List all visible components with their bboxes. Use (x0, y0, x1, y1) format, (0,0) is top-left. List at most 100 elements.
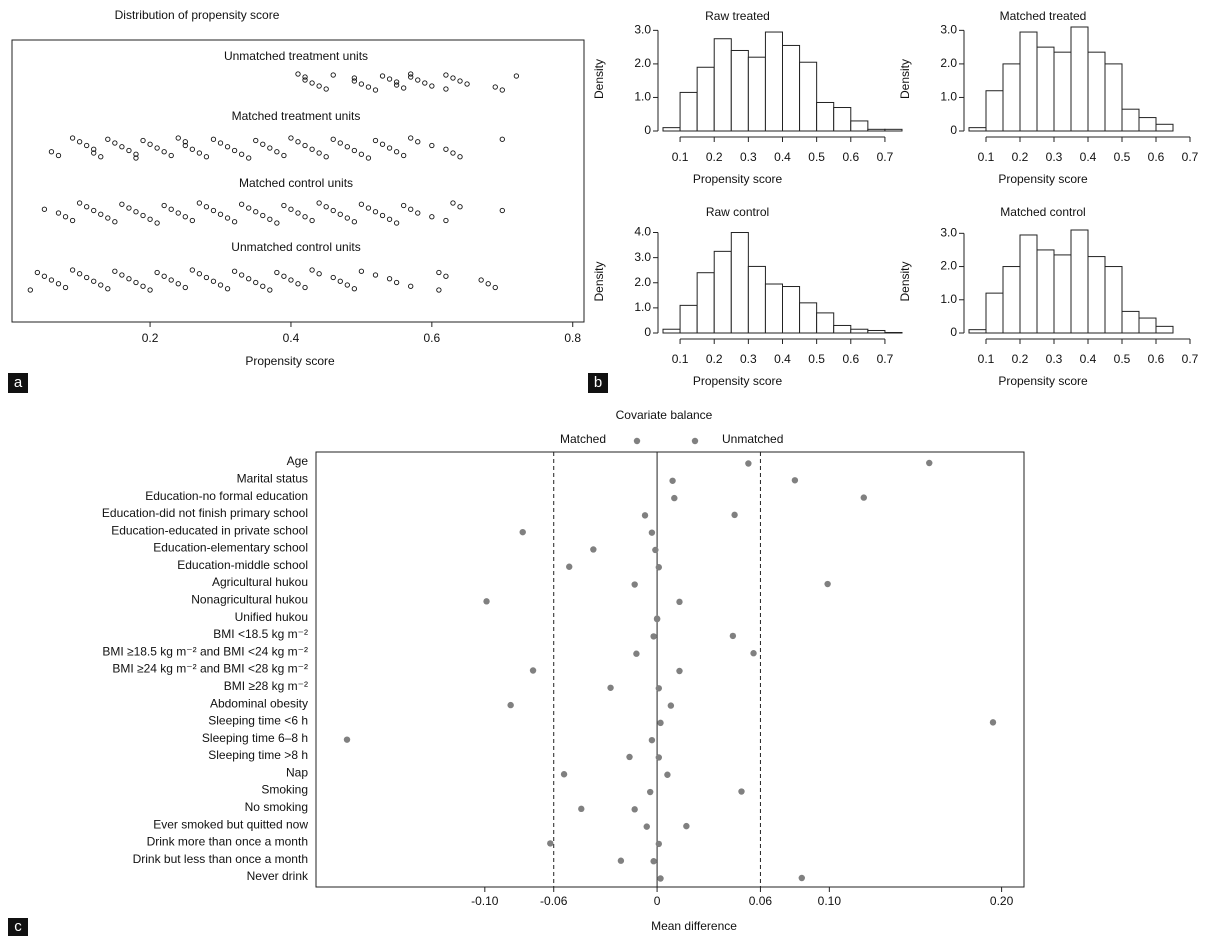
point (154, 220, 160, 226)
y-tick-label: 1.0 (634, 300, 651, 314)
point (669, 477, 676, 484)
point (238, 272, 245, 278)
point (343, 736, 351, 743)
point (386, 216, 393, 222)
legend-marker (633, 437, 641, 445)
point (655, 685, 663, 692)
point (408, 74, 414, 80)
y-tick-label: 3.0 (940, 23, 957, 37)
point (302, 214, 308, 220)
point (224, 144, 231, 150)
bar (1036, 46, 1055, 132)
point (133, 155, 139, 161)
point (365, 205, 372, 211)
x-tick-label: 0.7 (1182, 150, 1199, 164)
x-tick-label: 0.6 (1148, 352, 1165, 366)
point (529, 667, 537, 674)
bar (1121, 310, 1140, 334)
x-tick-label: 0.6 (842, 352, 859, 366)
point (648, 529, 656, 536)
bar (782, 286, 801, 334)
category-label: BMI ≥24 kg m⁻² and BMI <28 kg m⁻² (112, 662, 308, 676)
point (126, 205, 132, 211)
point (302, 142, 308, 149)
category-label: Unified hukou (235, 610, 308, 624)
point (119, 144, 125, 150)
x-tick-label: 0.4 (774, 352, 791, 366)
bar (1002, 63, 1021, 132)
point (98, 154, 104, 160)
point (253, 279, 259, 286)
point (443, 146, 449, 152)
point (295, 139, 301, 145)
point (175, 135, 181, 141)
x-tick-label: 0.2 (1012, 352, 1029, 366)
x-tick-label: 0.5 (808, 150, 825, 164)
x-tick-label: 0.2 (142, 331, 159, 345)
point (386, 145, 393, 151)
category-label: Education-middle school (177, 558, 308, 572)
point (393, 79, 400, 85)
bar (1121, 108, 1140, 132)
point (401, 85, 407, 91)
point (288, 135, 294, 141)
point (309, 146, 315, 152)
point (655, 840, 663, 848)
point (372, 272, 379, 278)
x-tick-label: 0.7 (877, 352, 894, 366)
bar (1019, 234, 1038, 334)
point (631, 806, 638, 813)
x-tick-label: 0.3 (1046, 352, 1063, 366)
point (657, 875, 664, 882)
point (499, 207, 505, 214)
point (133, 151, 139, 157)
bar (985, 292, 1004, 334)
point (566, 563, 573, 570)
point (652, 546, 659, 554)
point (401, 202, 407, 209)
point (133, 279, 139, 286)
point (590, 546, 597, 553)
point (641, 512, 649, 519)
bar (968, 127, 987, 132)
point (344, 282, 350, 288)
point (189, 146, 195, 152)
x-tick-label: -0.10 (471, 894, 499, 908)
bar (833, 324, 852, 334)
category-label: Sleeping time 6–8 h (202, 731, 308, 745)
point (507, 701, 514, 709)
group-label: Matched control units (239, 176, 353, 190)
point (729, 632, 737, 640)
point (386, 76, 393, 82)
point (372, 137, 379, 144)
y-tick-label: 2.0 (940, 56, 957, 70)
point (140, 283, 146, 289)
point (119, 272, 125, 278)
point (91, 146, 97, 152)
point (62, 214, 69, 220)
x-tick-label: 0.1 (978, 352, 995, 366)
point (140, 212, 146, 219)
bar (884, 128, 903, 132)
point (372, 87, 379, 93)
plot-frame (315, 451, 1025, 888)
point (238, 201, 245, 207)
point (323, 204, 329, 210)
x-tick-label: 0.10 (818, 894, 842, 908)
category-label: Nonagricultural hukou (191, 593, 308, 607)
point (450, 75, 456, 81)
bar (782, 44, 801, 132)
x-tick-label: 0.2 (1012, 150, 1029, 164)
bar (884, 331, 903, 334)
point (217, 282, 224, 288)
category-label: BMI ≥28 kg m⁻² (224, 679, 308, 693)
point (91, 150, 97, 156)
point (323, 86, 329, 92)
point (408, 206, 414, 212)
chart-title: Raw treated (705, 9, 770, 23)
point (154, 269, 160, 276)
point (443, 72, 449, 78)
category-label: Nap (286, 765, 308, 779)
point (126, 147, 132, 154)
point (112, 140, 118, 146)
